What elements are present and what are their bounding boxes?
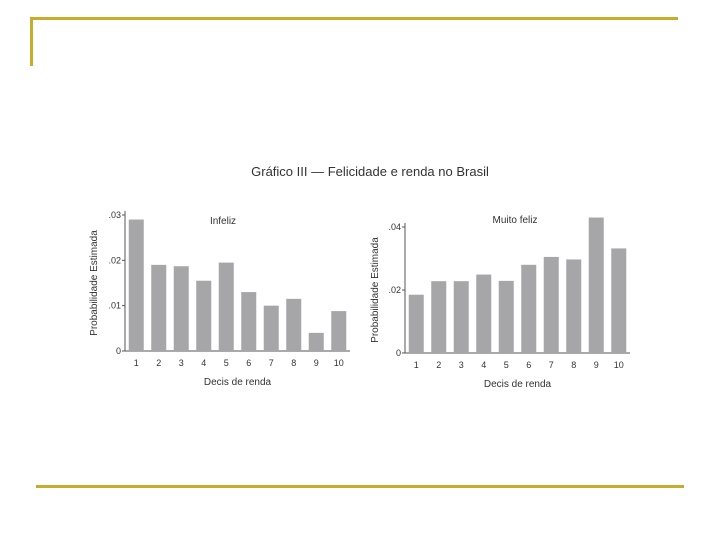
chart2-bar	[476, 274, 492, 353]
chart1-y-tick-label: 0	[116, 346, 121, 356]
chart-muito-feliz: 0 .02 .04 1 2 3 4 5 6 7 8 9 10 Muito feliz Decis de re…	[370, 215, 630, 390]
chart2-x-tick-label: 8	[571, 360, 576, 370]
chart1-x-tick-label: 9	[314, 358, 319, 368]
chart2-bar	[543, 256, 559, 353]
chart1-bar	[308, 332, 324, 351]
chart2-bar	[408, 294, 424, 353]
chart2-y-tick-label: .02	[388, 285, 401, 295]
chart2-x-tick-label: 3	[459, 360, 464, 370]
chart1-bar	[286, 298, 302, 351]
chart2-bar	[588, 217, 604, 353]
chart1-x-axis-title: Decis de renda	[204, 377, 272, 388]
chart2-y-tick-label: .04	[388, 222, 401, 232]
chart2-x-tick-label: 7	[549, 360, 554, 370]
chart2-panel-title: Muito feliz	[492, 215, 537, 226]
chart1-bar	[331, 311, 347, 351]
decorative-bottom-rule	[36, 485, 684, 488]
decorative-top-rule	[30, 17, 678, 20]
chart1-x-tick-label: 10	[334, 358, 344, 368]
chart2-bar	[431, 281, 447, 353]
chart2-bar	[498, 280, 514, 353]
chart2-y-tick-label: 0	[396, 348, 401, 358]
chart1-bar	[151, 264, 167, 351]
chart1-x-tick-label: 6	[246, 358, 251, 368]
chart-infeliz: 0 .01 .02 .03 1 2 3 4 5 6 7 8 9 10 Infeliz Decis de ren…	[89, 210, 350, 388]
chart1-bar	[218, 262, 234, 351]
chart1-x-tick-label: 2	[156, 358, 161, 368]
chart1-y-tick-label: .02	[108, 255, 121, 265]
chart1-y-tick-label: .03	[108, 210, 121, 220]
chart2-x-tick-label: 4	[481, 360, 486, 370]
figure-title: Gráfico III — Felicidade e renda no Bras…	[251, 164, 489, 179]
chart1-x-tick-label: 1	[134, 358, 139, 368]
chart2-x-axis-title: Decis de renda	[484, 379, 552, 390]
chart1-y-tick-label: .01	[108, 301, 121, 311]
chart2-x-tick-label: 5	[504, 360, 509, 370]
chart2-bar	[453, 281, 469, 353]
chart1-bar	[263, 305, 279, 351]
chart1-bar	[241, 292, 257, 351]
chart2-x-tick-label: 2	[436, 360, 441, 370]
decorative-left-rule	[30, 17, 33, 66]
chart1-bar	[173, 266, 189, 351]
chart1-bar	[128, 219, 144, 351]
chart2-bar	[566, 259, 582, 353]
chart1-x-tick-label: 8	[291, 358, 296, 368]
chart2-y-axis-title: Probabilidade Estimada	[370, 237, 381, 343]
chart2-bar	[521, 264, 537, 353]
chart1-y-axis-title: Probabilidade Estimada	[89, 230, 100, 336]
chart2-x-tick-label: 10	[614, 360, 624, 370]
chart2-x-tick-label: 6	[526, 360, 531, 370]
chart1-x-tick-label: 4	[201, 358, 206, 368]
chart2-x-tick-label: 1	[414, 360, 419, 370]
chart2-bar	[611, 248, 627, 353]
chart1-x-tick-label: 5	[224, 358, 229, 368]
chart1-bar	[196, 280, 212, 351]
chart1-x-tick-label: 3	[179, 358, 184, 368]
chart1-panel-title: Infeliz	[210, 216, 236, 227]
chart1-x-tick-label: 7	[269, 358, 274, 368]
chart2-x-tick-label: 9	[594, 360, 599, 370]
